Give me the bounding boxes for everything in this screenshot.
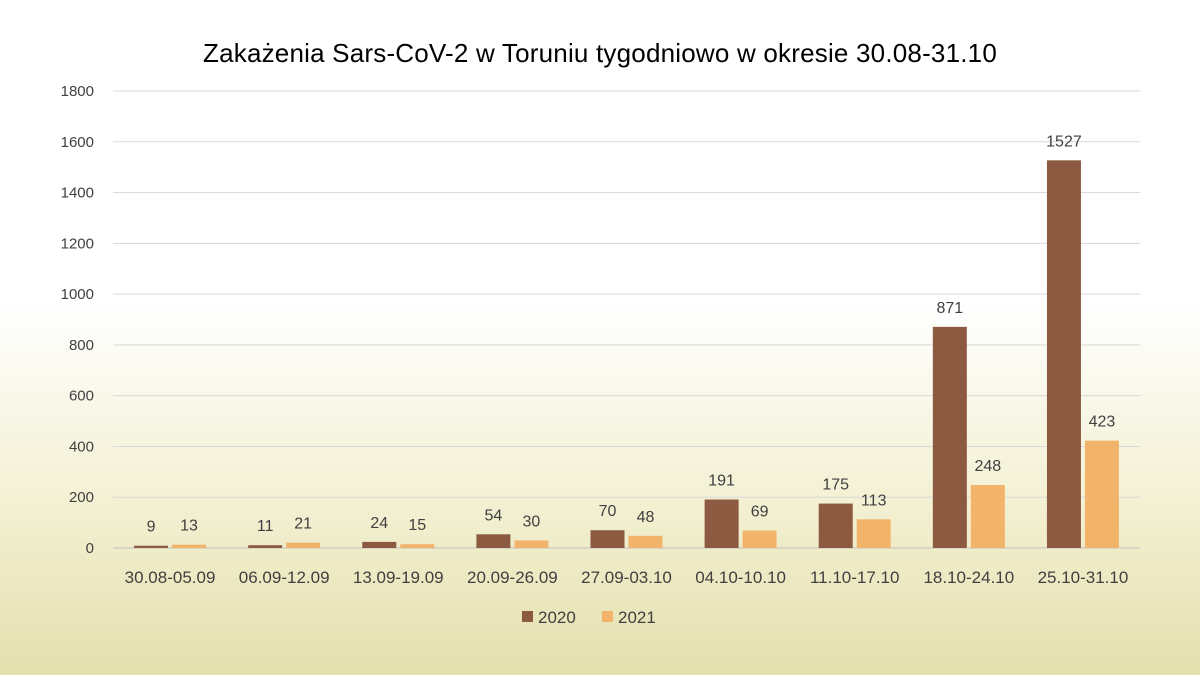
bar-2020-20.09-26.09 — [476, 534, 511, 548]
data-label: 248 — [974, 458, 1001, 475]
data-label: 11 — [257, 518, 274, 535]
y-tick-label: 800 — [69, 337, 94, 354]
x-category-label: 04.10-10.10 — [695, 568, 786, 587]
data-label: 113 — [861, 492, 887, 509]
data-label: 54 — [484, 507, 502, 524]
y-tick-label: 1000 — [61, 286, 94, 303]
bar-2020-25.10-31.10 — [1046, 160, 1081, 549]
data-label: 175 — [822, 477, 849, 494]
data-label: 13 — [180, 518, 198, 535]
bar-2021-27.09-03.10 — [628, 535, 663, 548]
data-label: 30 — [522, 513, 540, 530]
x-category-label: 20.09-26.09 — [467, 568, 558, 587]
bar-2021-13.09-19.09 — [400, 544, 435, 548]
y-tick-label: 1800 — [61, 83, 94, 100]
y-tick-label: 0 — [86, 540, 94, 557]
bar-2020-27.09-03.10 — [590, 530, 625, 548]
bar-2020-04.10-10.10 — [704, 499, 739, 548]
chart-title: Zakażenia Sars-CoV-2 w Toruniu tygodniow… — [203, 38, 997, 68]
data-labels: 9 13 11 21 24 15 54 30 70 48 191 69 175 113 871 248 1527… — [147, 133, 1116, 535]
gridlines — [113, 90, 1140, 549]
data-label: 1527 — [1046, 133, 1082, 150]
legend-swatch-2020 — [522, 611, 533, 622]
data-label: 69 — [751, 503, 769, 520]
x-category-label: 13.09-19.09 — [353, 568, 444, 587]
data-label: 70 — [599, 503, 617, 520]
data-label: 9 — [147, 519, 156, 536]
data-label: 24 — [370, 515, 388, 532]
bar-2021-11.10-17.10 — [856, 519, 891, 548]
bar-2021-25.10-31.10 — [1084, 440, 1119, 548]
legend: 2020 2021 — [522, 608, 656, 627]
y-tick-label: 200 — [69, 489, 94, 506]
x-category-label: 27.09-03.10 — [581, 568, 672, 587]
y-tick-label: 1400 — [61, 185, 94, 202]
bar-2020-13.09-19.09 — [362, 541, 397, 548]
bar-2020-11.10-17.10 — [818, 503, 853, 548]
x-axis-category-labels: 30.08-05.09 06.09-12.09 13.09-19.09 20.09-2… — [125, 568, 1129, 587]
y-tick-label: 1600 — [61, 134, 94, 151]
bar-2021-18.10-24.10 — [970, 485, 1005, 548]
data-label: 191 — [708, 473, 735, 490]
y-tick-label: 400 — [69, 438, 94, 455]
data-label: 21 — [294, 516, 312, 533]
y-tick-label: 1200 — [61, 235, 94, 252]
bar-2021-06.09-12.09 — [286, 542, 321, 548]
bar-2020-30.08-05.09 — [134, 545, 169, 548]
bar-2021-20.09-26.09 — [514, 540, 549, 548]
x-category-label: 30.08-05.09 — [125, 568, 216, 587]
y-tick-label: 600 — [69, 388, 94, 405]
legend-swatch-2021 — [602, 611, 613, 622]
bar-2021-04.10-10.10 — [742, 530, 777, 548]
legend-label-2020: 2020 — [538, 608, 576, 627]
x-category-label: 06.09-12.09 — [239, 568, 330, 587]
bar-2021-30.08-05.09 — [172, 544, 207, 548]
data-label: 15 — [408, 517, 426, 534]
bars — [134, 160, 1119, 549]
bar-2020-18.10-24.10 — [932, 326, 967, 548]
data-label: 871 — [936, 300, 963, 317]
legend-label-2021: 2021 — [618, 608, 656, 627]
bar-2020-06.09-12.09 — [248, 545, 283, 548]
x-category-label: 25.10-31.10 — [1038, 568, 1129, 587]
data-label: 423 — [1089, 414, 1116, 431]
x-category-label: 18.10-24.10 — [923, 568, 1014, 587]
y-axis-tick-labels: 0 200 400 600 800 1000 1200 1400 1600 1800 — [61, 83, 94, 557]
data-label: 48 — [637, 509, 655, 526]
x-category-label: 11.10-17.10 — [810, 568, 899, 587]
